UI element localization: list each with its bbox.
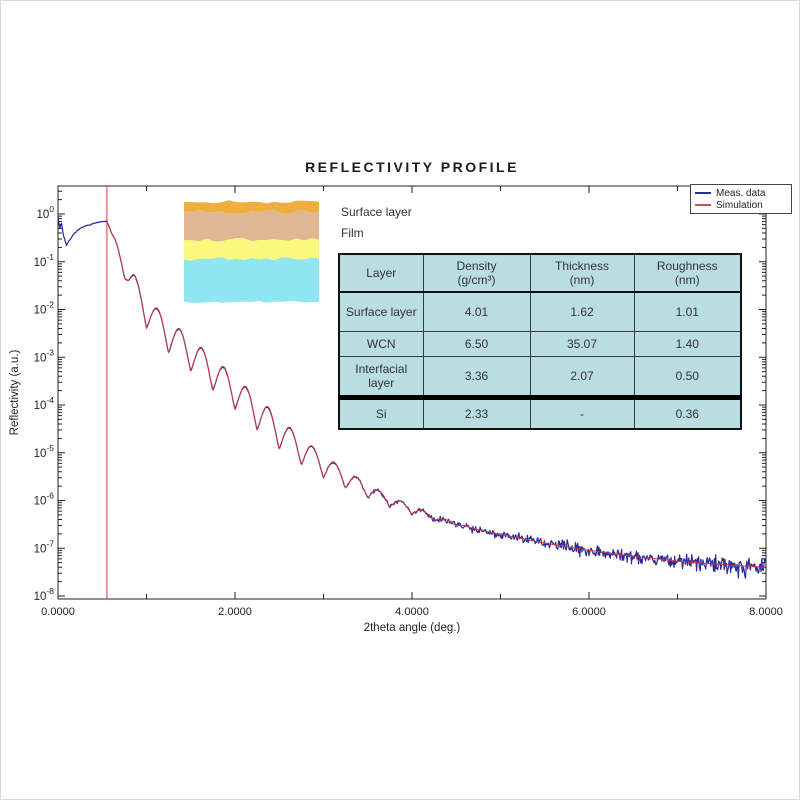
header-roughness: Roughness (nm) bbox=[633, 253, 742, 293]
y-tick-label: 10-2 bbox=[34, 300, 55, 317]
y-tick-label: 10-6 bbox=[34, 491, 55, 508]
table-header-row: Layer Density (g/cm³) Thickness (nm) Rough… bbox=[338, 253, 742, 293]
legend-item-simulation: Simulation bbox=[695, 199, 788, 211]
cell-thickness: 1.62 bbox=[529, 291, 635, 332]
y-tick-label: 10-3 bbox=[34, 347, 55, 364]
simulation-curve bbox=[106, 221, 766, 568]
simulation-line-swatch bbox=[695, 204, 711, 206]
cell-density: 4.01 bbox=[422, 291, 531, 332]
x-axis-label: 2theta angle (deg.) bbox=[364, 622, 461, 634]
chart-title: REFLECTIVITY PROFILE bbox=[305, 159, 519, 175]
cell-density: 3.36 bbox=[422, 356, 531, 398]
surface-layer-annotation: Surface layer bbox=[341, 205, 412, 219]
table-row: Interfacial layer 3.36 2.07 0.50 bbox=[338, 356, 742, 398]
x-tick-label: 4.0000 bbox=[395, 606, 429, 618]
cell-layer: WCN bbox=[338, 331, 424, 357]
table-row: Si 2.33 - 0.36 bbox=[338, 395, 742, 430]
inset-substrate-layer bbox=[184, 257, 319, 303]
y-tick-label: 10-4 bbox=[34, 395, 55, 412]
inset-film-layer bbox=[184, 209, 319, 242]
y-tick-label: 10-8 bbox=[34, 586, 55, 603]
legend-label-meas-data: Meas. data bbox=[716, 187, 766, 199]
header-layer: Layer bbox=[338, 253, 424, 293]
header-thickness: Thickness (nm) bbox=[529, 253, 635, 293]
y-tick-label: 10-1 bbox=[34, 252, 55, 269]
header-density: Density (g/cm³) bbox=[422, 253, 531, 293]
cell-thickness: 35.07 bbox=[529, 331, 635, 357]
layer-parameters-table: Layer Density (g/cm³) Thickness (nm) Rough… bbox=[338, 253, 742, 430]
x-tick-label: 8.0000 bbox=[749, 606, 783, 618]
layer-stack-inset bbox=[184, 200, 319, 303]
cell-layer: Interfacial layer bbox=[338, 356, 424, 398]
cell-layer: Si bbox=[338, 395, 424, 430]
x-tick-label: 0.0000 bbox=[41, 606, 75, 618]
legend-label-simulation: Simulation bbox=[716, 199, 763, 211]
y-tick-label: 10-5 bbox=[34, 443, 55, 460]
film-annotation: Film bbox=[341, 226, 364, 240]
cell-roughness: 1.40 bbox=[633, 331, 742, 357]
table-row: Surface layer 4.01 1.62 1.01 bbox=[338, 291, 742, 332]
x-tick-label: 2.0000 bbox=[218, 606, 252, 618]
inset-surface-layer bbox=[184, 200, 319, 215]
cell-density: 6.50 bbox=[422, 331, 531, 357]
inset-interfacial-layer bbox=[184, 238, 319, 261]
cell-thickness: 2.07 bbox=[529, 356, 635, 398]
meas-data-line-swatch bbox=[695, 192, 711, 194]
cell-roughness: 0.36 bbox=[633, 395, 742, 430]
legend: Meas. data Simulation bbox=[690, 184, 792, 214]
cell-layer: Surface layer bbox=[338, 291, 424, 332]
x-tick-label: 6.0000 bbox=[572, 606, 606, 618]
cell-thickness: - bbox=[529, 395, 635, 430]
legend-item-meas-data: Meas. data bbox=[695, 187, 788, 199]
y-axis-label: Reflectivity (a.u.) bbox=[9, 350, 21, 436]
y-tick-label: 100 bbox=[36, 204, 54, 221]
table-row: WCN 6.50 35.07 1.40 bbox=[338, 331, 742, 357]
cell-roughness: 1.01 bbox=[633, 291, 742, 332]
cell-density: 2.33 bbox=[422, 395, 531, 430]
cell-roughness: 0.50 bbox=[633, 356, 742, 398]
y-tick-label: 10-7 bbox=[34, 538, 55, 555]
